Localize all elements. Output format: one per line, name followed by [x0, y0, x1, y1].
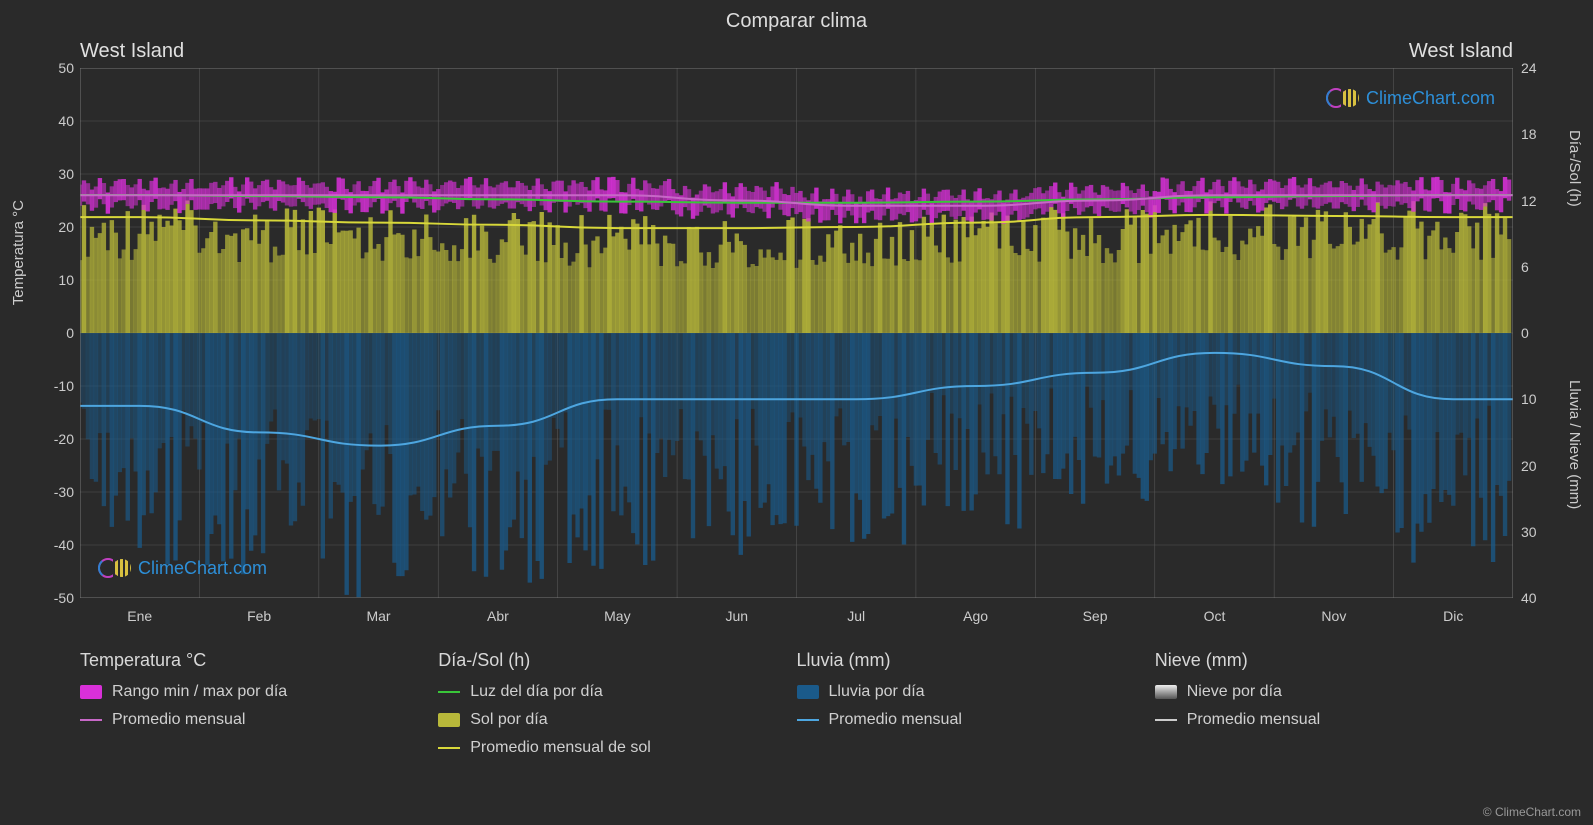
- climate-chart: Comparar clima West Island West Island T…: [0, 0, 1593, 825]
- legend-label: Rango min / max por día: [112, 683, 287, 701]
- legend-label: Sol por día: [470, 711, 547, 729]
- legend-col-temp: Temperatura °C Rango min / max por día P…: [80, 650, 438, 767]
- legend: Temperatura °C Rango min / max por día P…: [80, 650, 1513, 767]
- legend-item: Promedio mensual: [1155, 711, 1493, 729]
- brand-text: ClimeChart.com: [138, 558, 267, 579]
- swatch-temp-range: [80, 685, 102, 699]
- legend-header: Día-/Sol (h): [438, 650, 776, 671]
- legend-col-snow: Nieve (mm) Nieve por día Promedio mensua…: [1155, 650, 1513, 767]
- location-label-right: West Island: [1409, 40, 1513, 63]
- swatch-sunavg: [438, 747, 460, 749]
- swatch-sunfill: [438, 713, 460, 727]
- chart-title: Comparar clima: [0, 0, 1593, 35]
- legend-header: Nieve (mm): [1155, 650, 1493, 671]
- logo-icon: [1326, 86, 1360, 110]
- legend-item: Promedio mensual: [80, 711, 418, 729]
- legend-label: Luz del día por día: [470, 683, 603, 701]
- legend-label: Promedio mensual: [829, 711, 962, 729]
- x-axis-labels: EneFebMarAbrMayJunJulAgoSepOctNovDic: [80, 608, 1513, 628]
- legend-item: Sol por día: [438, 711, 776, 729]
- legend-item: Promedio mensual de sol: [438, 739, 776, 757]
- legend-label: Promedio mensual: [112, 711, 245, 729]
- legend-header: Lluvia (mm): [797, 650, 1135, 671]
- brand-logo-top: ClimeChart.com: [1326, 86, 1495, 110]
- swatch-daylight: [438, 691, 460, 693]
- brand-logo-bottom: ClimeChart.com: [98, 556, 267, 580]
- legend-header: Temperatura °C: [80, 650, 418, 671]
- legend-item: Lluvia por día: [797, 683, 1135, 701]
- plot-area: ClimeChart.com ClimeChart.com: [80, 68, 1513, 598]
- legend-label: Lluvia por día: [829, 683, 925, 701]
- plot-svg: [80, 68, 1513, 598]
- legend-col-rain: Lluvia (mm) Lluvia por día Promedio mens…: [797, 650, 1155, 767]
- legend-item: Nieve por día: [1155, 683, 1493, 701]
- legend-label: Promedio mensual de sol: [470, 739, 651, 757]
- legend-col-sun: Día-/Sol (h) Luz del día por día Sol por…: [438, 650, 796, 767]
- y-axis-right-label-bottom: Lluvia / Nieve (mm): [1566, 380, 1583, 509]
- legend-item: Luz del día por día: [438, 683, 776, 701]
- brand-text: ClimeChart.com: [1366, 88, 1495, 109]
- logo-icon: [98, 556, 132, 580]
- swatch-rainavg: [797, 719, 819, 721]
- swatch-temp-avg: [80, 719, 102, 721]
- swatch-snowavg: [1155, 719, 1177, 721]
- location-label-left: West Island: [80, 40, 184, 63]
- legend-item: Rango min / max por día: [80, 683, 418, 701]
- swatch-snowfill: [1155, 685, 1177, 699]
- y-axis-right-label-top: Día-/Sol (h): [1566, 130, 1583, 207]
- legend-label: Promedio mensual: [1187, 711, 1320, 729]
- legend-item: Promedio mensual: [797, 711, 1135, 729]
- swatch-rainfill: [797, 685, 819, 699]
- copyright: © ClimeChart.com: [1483, 805, 1581, 819]
- legend-label: Nieve por día: [1187, 683, 1282, 701]
- y-axis-left-label: Temperatura °C: [10, 200, 27, 305]
